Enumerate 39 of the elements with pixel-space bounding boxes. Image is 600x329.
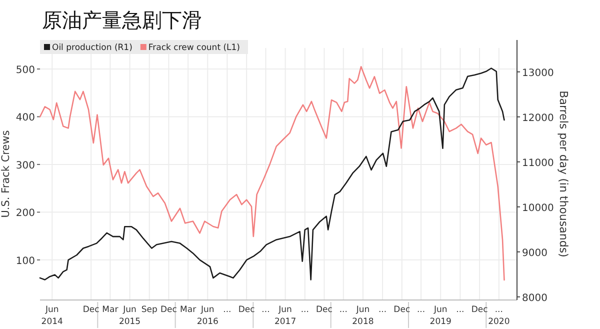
x-tick-label: ... 2020	[488, 305, 510, 327]
x-tick-label: ...	[456, 305, 464, 315]
x-tick-label: Dec	[82, 305, 100, 315]
y2-axis-title: Barrels per day (in thousands)	[557, 90, 570, 258]
x-tick-label: Jun 2017	[274, 305, 296, 327]
y2-tick-label: 9000	[522, 248, 548, 259]
x-tick-label: Jun 2019	[430, 305, 452, 327]
x-tick-label: ...	[339, 305, 348, 315]
x-tick-label: Jun 2015	[118, 305, 141, 327]
x-tick-label: Jun 2014	[41, 305, 63, 327]
y2-tick-label: 11000	[522, 158, 554, 169]
x-tick-label: Dec	[471, 305, 488, 315]
y-tick-label: 300	[16, 160, 35, 172]
x-tick-label: Jun 2018	[352, 305, 374, 327]
x-tick-label: ...	[300, 305, 309, 315]
y-tick-label: 200	[16, 208, 35, 220]
x-tick-label: ...	[416, 305, 426, 315]
x-tick-label: Mar	[102, 305, 119, 315]
x-tick-label: Mar	[180, 305, 197, 315]
x-tick-label: Dec	[394, 305, 410, 315]
x-tick-label: Jun 2016	[196, 305, 218, 327]
y2-tick-label: 10000	[522, 202, 554, 214]
y-axis-title: U.S. Frack Crews	[0, 130, 12, 218]
y2-tick-label: 12000	[522, 112, 554, 124]
x-tick-label: ...	[262, 305, 270, 315]
legend-label: Oil production (R1)	[52, 43, 132, 53]
x-tick-label: Sep	[141, 305, 158, 315]
y2-tick-label: 13000	[522, 68, 554, 79]
x-tick-label: Dec	[316, 305, 333, 315]
chart-title: 原油产量急剧下滑	[42, 8, 202, 32]
legend-label: Frack crew count (L1)	[148, 43, 240, 53]
y-tick-label: 500	[16, 65, 35, 76]
y-tick-label: 100	[16, 256, 35, 267]
x-tick-label: Dec	[238, 305, 256, 315]
y-tick-label: 400	[16, 112, 35, 124]
x-tick-label: ...	[378, 305, 387, 315]
x-tick-label: Dec	[160, 305, 178, 315]
y2-tick-label: 8000	[522, 292, 548, 304]
x-tick-label: ...	[223, 305, 232, 315]
